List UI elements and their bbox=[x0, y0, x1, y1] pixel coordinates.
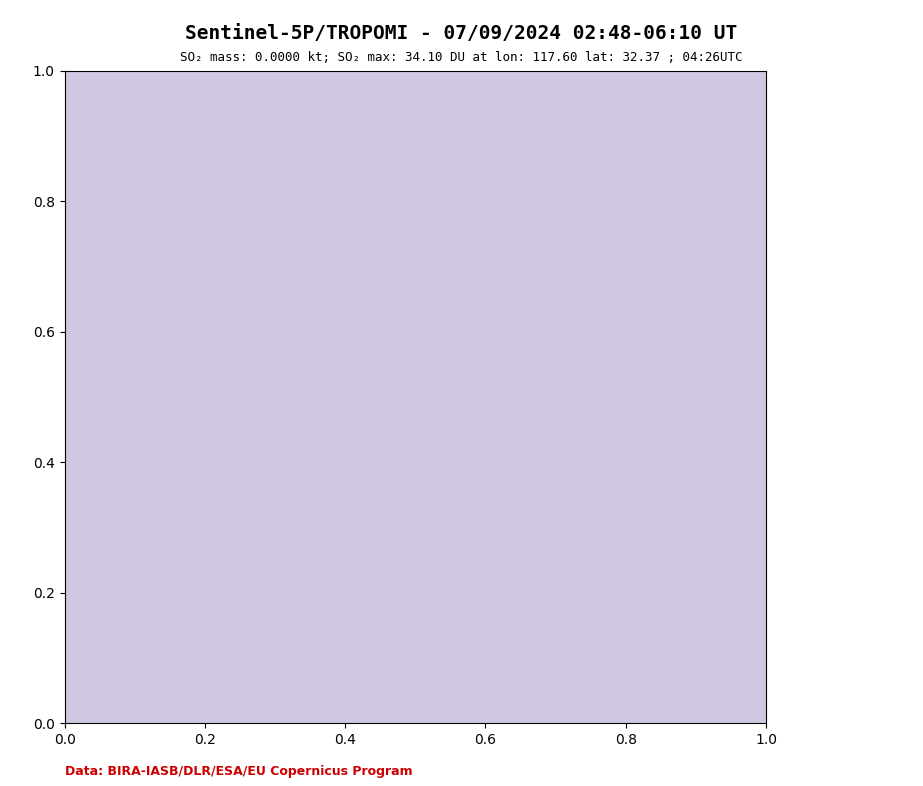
Text: SO₂ mass: 0.0000 kt; SO₂ max: 34.10 DU at lon: 117.60 lat: 32.37 ; 04:26UTC: SO₂ mass: 0.0000 kt; SO₂ max: 34.10 DU a… bbox=[180, 51, 743, 64]
Text: Sentinel-5P/TROPOMI - 07/09/2024 02:48-06:10 UT: Sentinel-5P/TROPOMI - 07/09/2024 02:48-0… bbox=[186, 24, 737, 42]
Text: Data: BIRA-IASB/DLR/ESA/EU Copernicus Program: Data: BIRA-IASB/DLR/ESA/EU Copernicus Pr… bbox=[65, 765, 413, 778]
